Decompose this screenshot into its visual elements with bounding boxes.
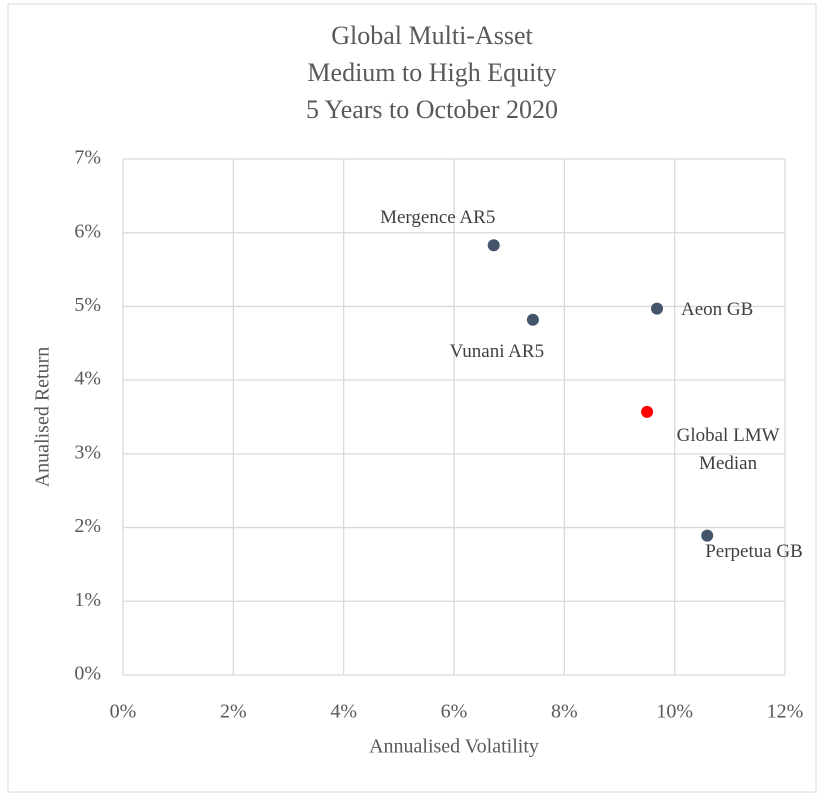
point: [701, 529, 714, 542]
y-axis-label: Anualised Return: [32, 347, 54, 488]
x-tick-label: 6%: [441, 701, 468, 723]
chart-title: Medium to High Equity: [307, 58, 556, 87]
point-label: Global LMW Median: [676, 424, 780, 474]
y-tick-label: 4%: [74, 368, 101, 390]
point: [651, 302, 664, 315]
y-tick-label: 3%: [74, 441, 101, 463]
point-label: Mergence AR5: [380, 207, 496, 229]
y-tick-label: 2%: [74, 515, 101, 537]
chart-frame: [7, 3, 817, 793]
x-axis-label: Annualised Volatility: [369, 736, 539, 758]
x-tick-label: 8%: [551, 701, 578, 723]
point-label: Perpetua GB: [705, 540, 803, 562]
x-tick-label: 2%: [220, 701, 247, 723]
x-tick-label: 4%: [330, 701, 357, 723]
point-label: Aeon GB: [681, 298, 754, 320]
y-tick-label: 6%: [74, 220, 101, 242]
chart-title: Global Multi-Asset: [331, 21, 533, 50]
x-tick-label: 10%: [656, 701, 693, 723]
chart-title: 5 Years to October 2020: [306, 95, 558, 124]
point: [487, 239, 500, 252]
point-label: Vunani AR5: [449, 340, 545, 362]
y-tick-label: 0%: [74, 663, 101, 685]
x-tick-label: 12%: [767, 701, 804, 723]
point: [526, 313, 539, 326]
y-tick-label: 5%: [74, 294, 101, 316]
point: [641, 405, 654, 418]
y-tick-label: 1%: [74, 589, 101, 611]
x-tick-label: 0%: [110, 701, 137, 723]
y-tick-label: 7%: [74, 147, 101, 169]
